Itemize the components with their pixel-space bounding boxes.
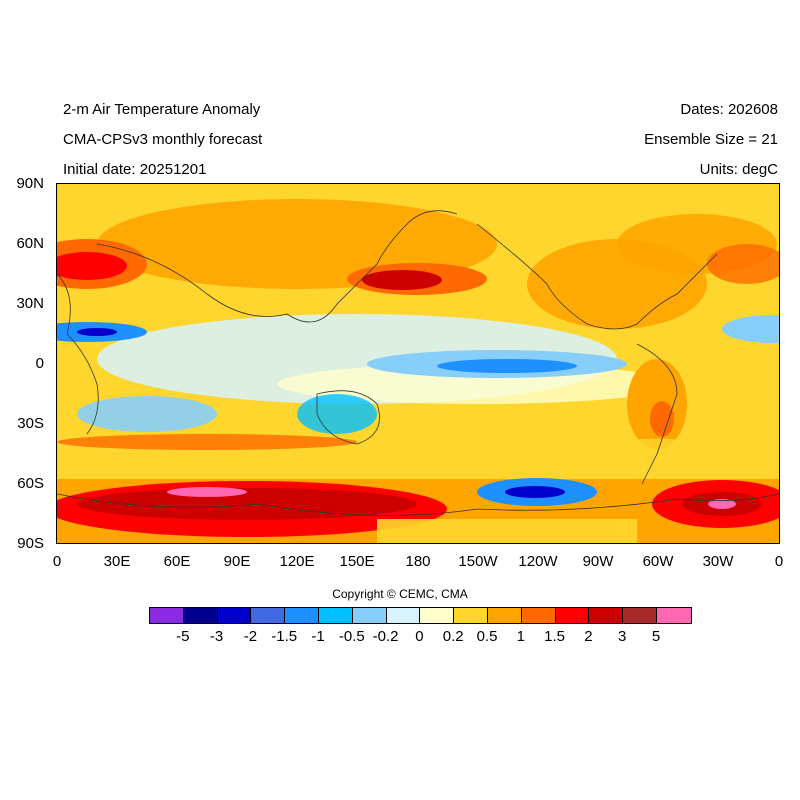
amundsen-sea-core [505, 486, 565, 498]
lat-tick: 0 [35, 355, 44, 372]
colorbar-label: 2 [584, 628, 593, 645]
north-pacific-hot [362, 270, 442, 290]
colorbar-swatch [521, 608, 556, 623]
lon-tick: 120W [518, 553, 558, 570]
antarctic-interior [377, 519, 637, 543]
lon-tick: 90W [582, 553, 614, 570]
southern-ocean-extreme [167, 487, 247, 497]
map-header-left: 2-m Air Temperature Anomaly CMA-CPSv3 mo… [63, 95, 262, 185]
colorbar-swatch [217, 608, 252, 623]
colorbar-label: 0.5 [476, 628, 498, 645]
colorbar-swatch [589, 608, 624, 623]
lat-tick: 60N [16, 235, 44, 252]
anomaly-map [56, 183, 780, 544]
colorbar-swatch [352, 608, 387, 623]
coastlines [57, 210, 779, 516]
atlantic-cool [722, 315, 779, 343]
lon-tick: 150E [339, 553, 375, 570]
colorbar-swatch [150, 608, 184, 623]
colorbar-swatch [183, 608, 218, 623]
colorbar-swatch [251, 608, 286, 623]
colorbar-label: -2 [243, 628, 258, 645]
colorbar-label: -1 [311, 628, 325, 645]
colorbar-swatch [555, 608, 590, 623]
antarctica-coast [57, 493, 779, 516]
lat-tick: 30S [17, 415, 44, 432]
forecast-dates: Dates: 202608 [680, 101, 778, 118]
colorbar-label: 3 [618, 628, 627, 645]
colorbar-label: 1 [516, 628, 525, 645]
europe-hot [57, 252, 127, 280]
colorbar-swatch [656, 608, 691, 623]
greenland-warm [707, 244, 779, 284]
lat-tick: 30N [16, 295, 44, 312]
colorbar-swatch [318, 608, 353, 623]
southern-midlat-warm [57, 434, 357, 450]
lon-tick: 60W [642, 553, 674, 570]
lon-tick: 0 [52, 553, 62, 570]
eurasia-coast [96, 243, 378, 323]
units-label: Units: degC [699, 161, 778, 178]
southern-ocean-hot-core [77, 488, 417, 520]
arabian-sea-core [77, 328, 117, 336]
ensemble-size: Ensemble Size = 21 [644, 131, 778, 148]
africa-coast [57, 273, 99, 435]
australia-coast [316, 390, 380, 445]
map-title: 2-m Air Temperature Anomaly [63, 101, 261, 118]
colorbar-swatch [623, 608, 657, 623]
lon-tick: 30E [103, 553, 131, 570]
colorbar-label: 0 [415, 628, 424, 645]
south-indian-cool [77, 396, 217, 432]
map-header-right: Dates: 202608 Ensemble Size = 21 Units: … [644, 95, 778, 185]
asia-east-coast [376, 210, 458, 265]
colorbar-label: 5 [651, 628, 661, 645]
model-name: CMA-CPSv3 monthly forecast [63, 131, 263, 148]
initial-date: Initial date: 20251201 [63, 161, 207, 178]
lat-tick: 90N [16, 175, 44, 192]
south-america-coast [636, 343, 678, 485]
lon-tick: 150W [458, 553, 498, 570]
lon-tick: 180 [405, 553, 431, 570]
weddell-sea-extreme [708, 499, 736, 509]
colorbar-label: -5 [176, 628, 190, 645]
lat-tick: 60S [17, 475, 44, 492]
equatorial-pacific-core [437, 359, 577, 373]
colorbar-swatch [285, 608, 319, 623]
colorbar-label: -0.2 [372, 628, 399, 645]
australia-cool [297, 394, 377, 434]
lon-tick: 120E [279, 553, 315, 570]
lon-tick: 90E [223, 553, 251, 570]
colorbar-label: 0.2 [442, 628, 464, 645]
lon-tick: 0 [774, 553, 784, 570]
north-america-coast [476, 223, 718, 330]
copyright-notice: Copyright © CEMC, CMA [332, 587, 468, 601]
colorbar-label: -1.5 [271, 628, 298, 645]
south-america-hot [650, 401, 674, 437]
colorbar [149, 607, 692, 624]
lon-tick: 30W [702, 553, 734, 570]
lon-tick: 60E [163, 553, 191, 570]
colorbar-label: -3 [209, 628, 224, 645]
lat-tick: 90S [17, 535, 44, 552]
colorbar-swatch [454, 608, 488, 623]
colorbar-swatch [487, 608, 522, 623]
anomaly-map-canvas [57, 184, 779, 543]
colorbar-label: -0.5 [338, 628, 365, 645]
colorbar-swatch [386, 608, 421, 623]
colorbar-label: 1.5 [544, 628, 566, 645]
colorbar-swatch [420, 608, 455, 623]
